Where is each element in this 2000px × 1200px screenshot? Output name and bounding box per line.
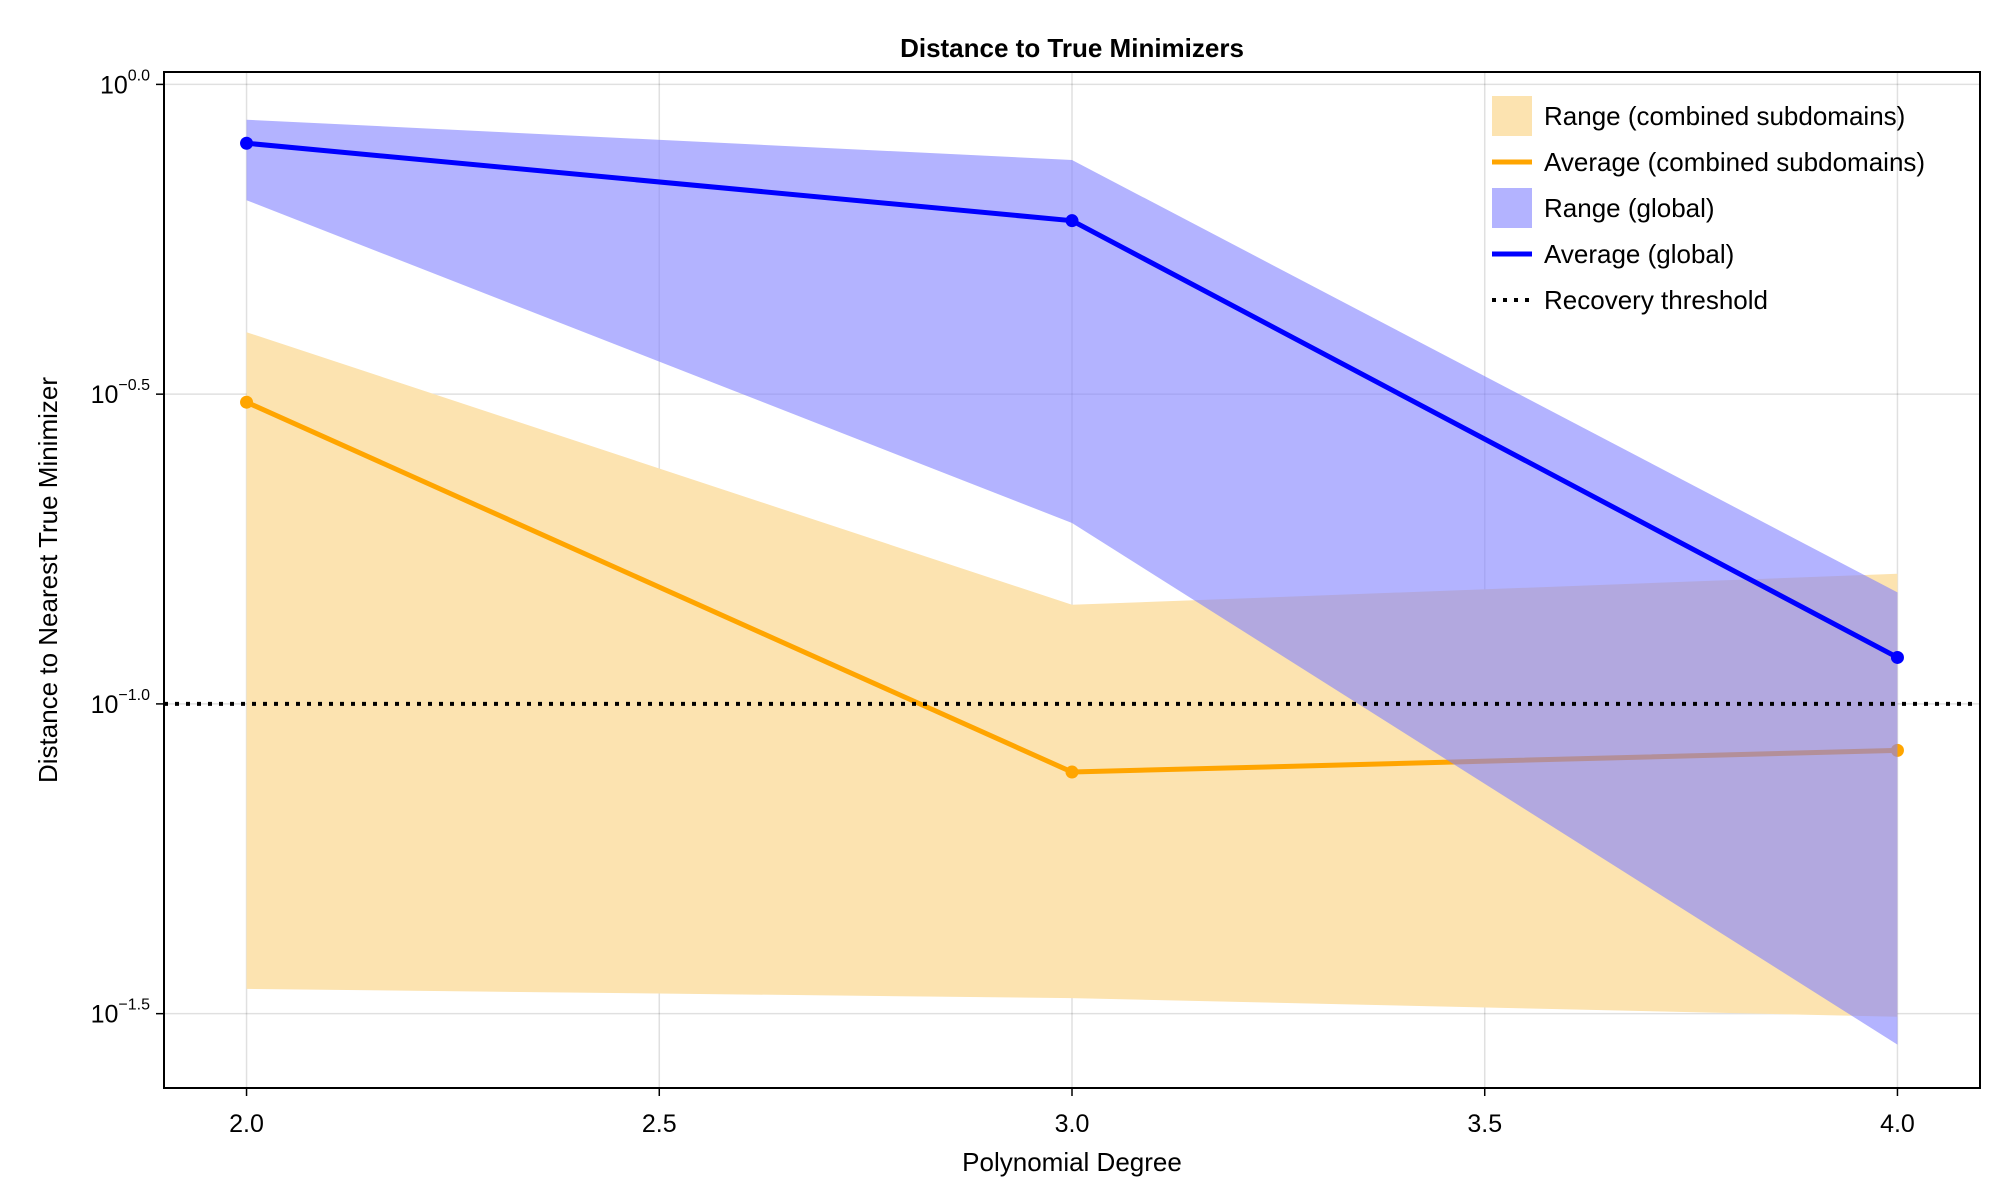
data-point: [240, 136, 254, 150]
x-tick-label: 4.0: [1880, 1110, 1915, 1138]
legend-item: Range (combined subdomains): [1492, 96, 1905, 136]
legend-item: Average (combined subdomains): [1492, 147, 1925, 177]
x-axis: 2.0 2.5 3.0 3.5 4.0: [229, 1088, 1915, 1138]
legend-label: Range (global): [1544, 193, 1715, 223]
legend-label: Range (combined subdomains): [1544, 101, 1905, 131]
legend-item: Recovery threshold: [1492, 285, 1768, 315]
legend-item: Range (global): [1492, 188, 1715, 228]
y-axis-label: Distance to Nearest True Minimizer: [33, 377, 63, 783]
legend-item: Average (global): [1492, 239, 1734, 269]
y-tick-label: 10−1.5: [91, 997, 151, 1029]
data-point: [1065, 214, 1079, 228]
data-point: [1890, 650, 1904, 664]
legend-label: Recovery threshold: [1544, 285, 1768, 315]
legend-swatch: [1492, 96, 1532, 136]
legend-swatch: [1492, 188, 1532, 228]
chart-title: Distance to True Minimizers: [900, 33, 1244, 63]
legend: Range (combined subdomains) Average (comb…: [1492, 96, 1925, 315]
data-point: [1065, 765, 1079, 779]
data-layer: [164, 119, 1980, 1045]
legend-label: Average (combined subdomains): [1544, 147, 1925, 177]
legend-label: Average (global): [1544, 239, 1734, 269]
x-tick-label: 3.5: [1467, 1110, 1502, 1138]
x-tick-label: 2.5: [642, 1110, 677, 1138]
x-tick-label: 2.0: [229, 1110, 264, 1138]
y-axis: 100.0 10−0.5 10−1.0 10−1.5: [91, 67, 164, 1029]
range-band-2: [246, 119, 1898, 1045]
x-axis-label: Polynomial Degree: [962, 1147, 1182, 1177]
y-tick-label: 100.0: [100, 67, 150, 99]
y-tick-label: 10−0.5: [91, 377, 151, 409]
x-tick-label: 3.0: [1055, 1110, 1090, 1138]
y-tick-label: 10−1.0: [91, 687, 151, 719]
data-point: [240, 395, 254, 409]
range-band-0: [246, 332, 1898, 1017]
